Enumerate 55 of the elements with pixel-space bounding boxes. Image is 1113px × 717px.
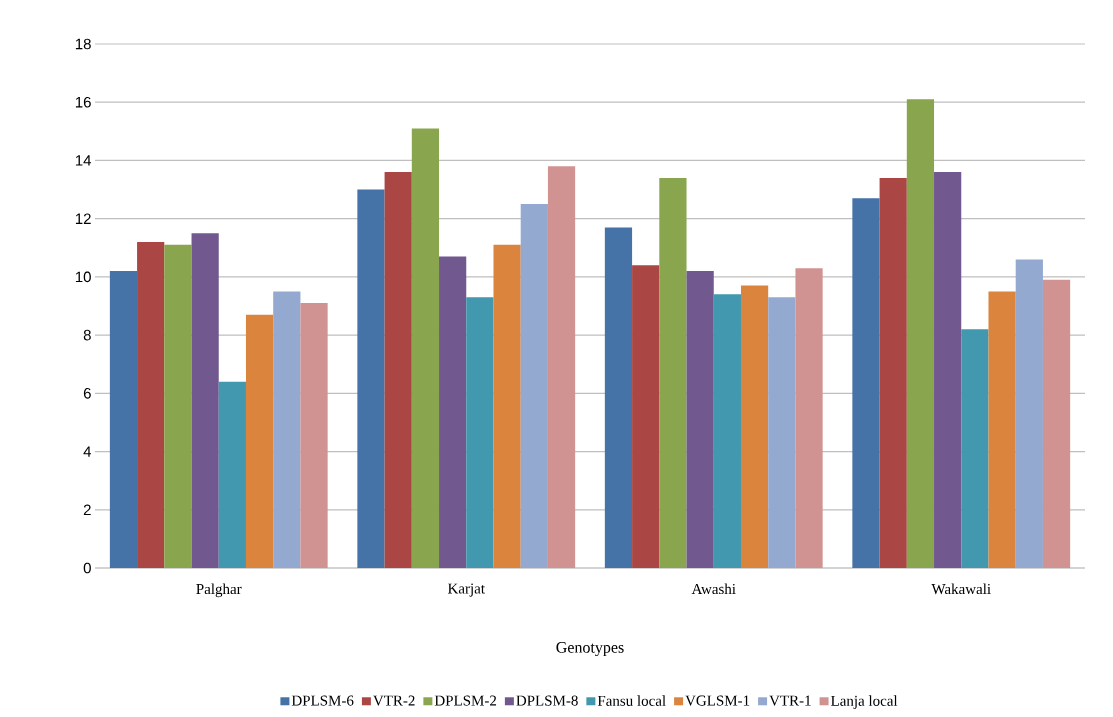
x-tick-label: Wakawali (931, 583, 991, 595)
y-tick-label: 4 (83, 446, 92, 457)
bar (520, 204, 548, 568)
bar (439, 256, 467, 568)
y-tick-label: 18 (75, 38, 91, 50)
x-axis-title: Genotypes (556, 642, 624, 657)
x-tick-label: Palghar (196, 583, 242, 598)
legend-label: DPLSM-2 (434, 695, 497, 706)
bar (273, 291, 301, 568)
bar (384, 172, 412, 568)
bar (713, 294, 741, 568)
bar (906, 99, 935, 568)
legend-label: VTR-2 (373, 695, 415, 706)
legend-label: VTR-1 (769, 695, 811, 706)
bar (961, 329, 989, 568)
bar (137, 241, 165, 568)
bar (245, 314, 274, 568)
bar (109, 271, 138, 568)
bar (852, 198, 880, 568)
bar (934, 172, 962, 568)
legend-label: DPLSM-6 (291, 695, 354, 706)
bar (879, 177, 907, 568)
legend-label: Fansu local (597, 695, 666, 706)
bar (988, 291, 1016, 568)
legend-label: VGLSM-1 (685, 695, 750, 706)
bar (604, 227, 633, 568)
bar (768, 297, 796, 568)
bar (659, 177, 687, 568)
bar (191, 233, 219, 568)
y-tick-label: 12 (75, 213, 91, 224)
bar (547, 166, 576, 568)
bar (686, 271, 714, 568)
bar (411, 128, 440, 568)
bar (466, 297, 494, 568)
y-tick-label: 0 (83, 562, 91, 574)
x-tick-label: Awashi (691, 583, 736, 595)
x-tick-label: Karjat (447, 583, 485, 597)
y-tick-label: 8 (83, 329, 91, 341)
bar (1042, 279, 1071, 568)
y-tick-label: 14 (75, 155, 92, 166)
y-tick-label: 10 (75, 271, 91, 283)
bar (493, 244, 521, 568)
y-tick-label: 16 (75, 96, 91, 108)
bar (632, 265, 660, 568)
bar (1015, 259, 1043, 568)
bar (357, 189, 385, 568)
bar (300, 303, 328, 568)
bar (164, 244, 192, 568)
bar (218, 381, 246, 568)
legend-label: DPLSM-8 (516, 695, 578, 706)
y-tick-label: 2 (83, 504, 91, 516)
bar (795, 268, 823, 568)
y-tick-label: 6 (83, 388, 91, 399)
bar (740, 285, 769, 568)
legend-label: Lanja local (830, 695, 898, 709)
